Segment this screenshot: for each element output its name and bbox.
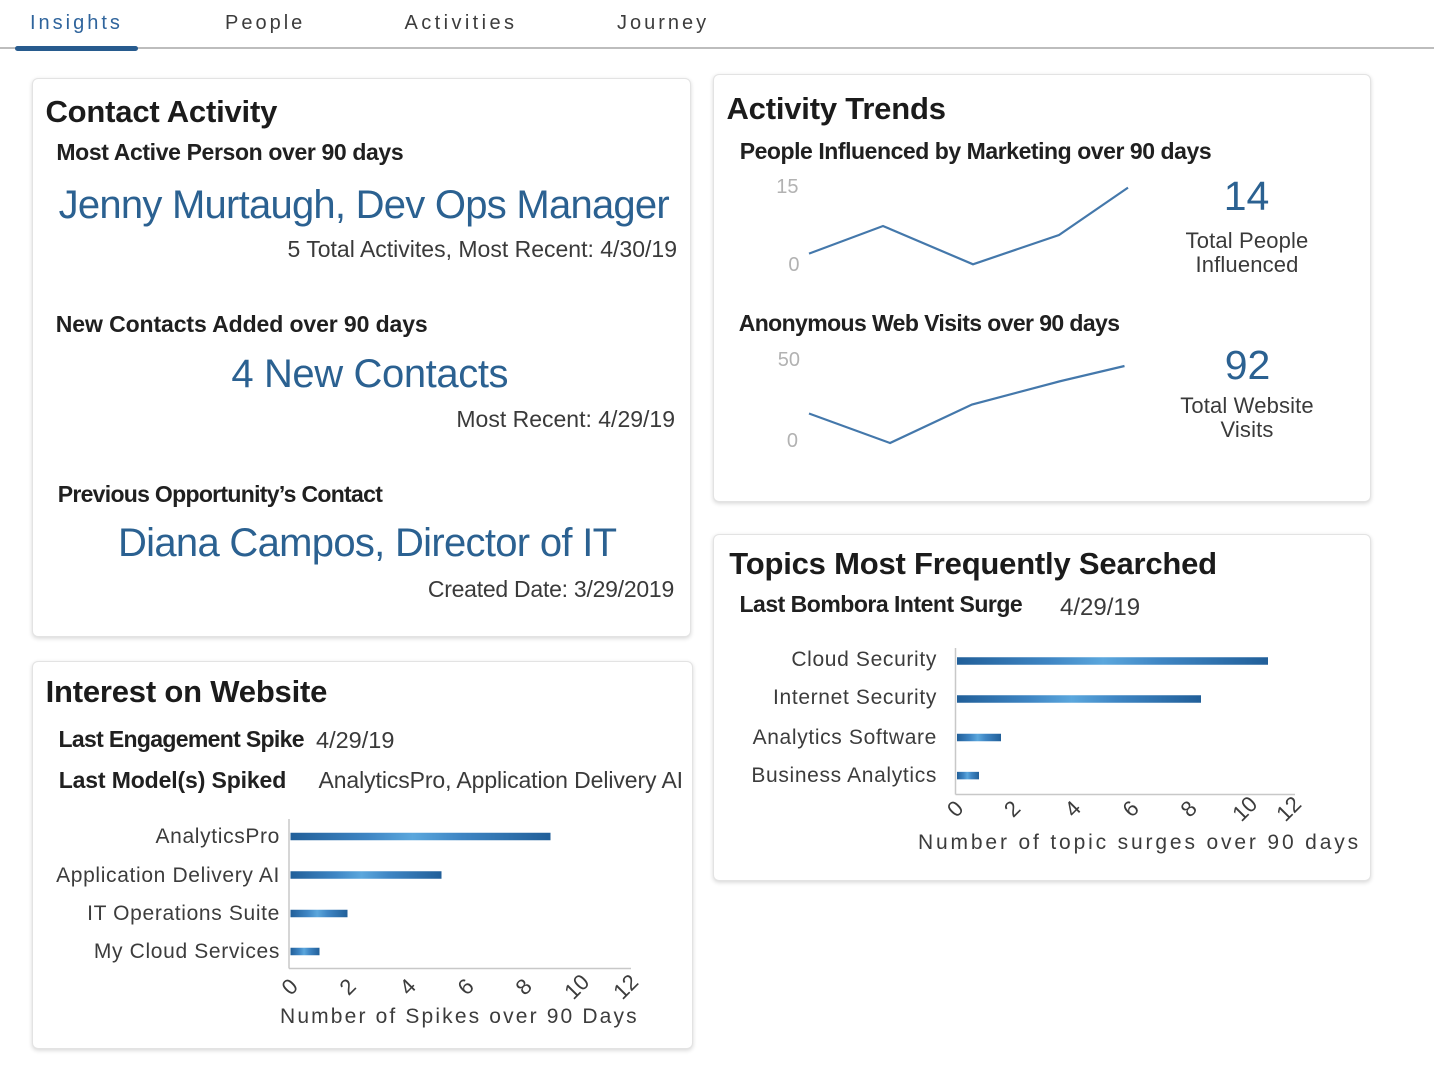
svg-text:4: 4 <box>1060 796 1086 822</box>
svg-text:10: 10 <box>559 969 594 1004</box>
svg-text:6: 6 <box>1118 796 1144 822</box>
svg-text:6: 6 <box>453 974 479 1000</box>
svg-text:8: 8 <box>511 974 537 1000</box>
svg-text:4: 4 <box>395 974 421 1000</box>
svg-text:2: 2 <box>999 796 1025 822</box>
svg-text:0: 0 <box>942 796 968 822</box>
svg-text:8: 8 <box>1176 796 1202 822</box>
svg-text:12: 12 <box>1271 791 1306 826</box>
svg-text:12: 12 <box>608 969 643 1004</box>
svg-text:10: 10 <box>1227 791 1262 826</box>
svg-text:0: 0 <box>277 974 303 1000</box>
svg-text:2: 2 <box>335 974 361 1000</box>
